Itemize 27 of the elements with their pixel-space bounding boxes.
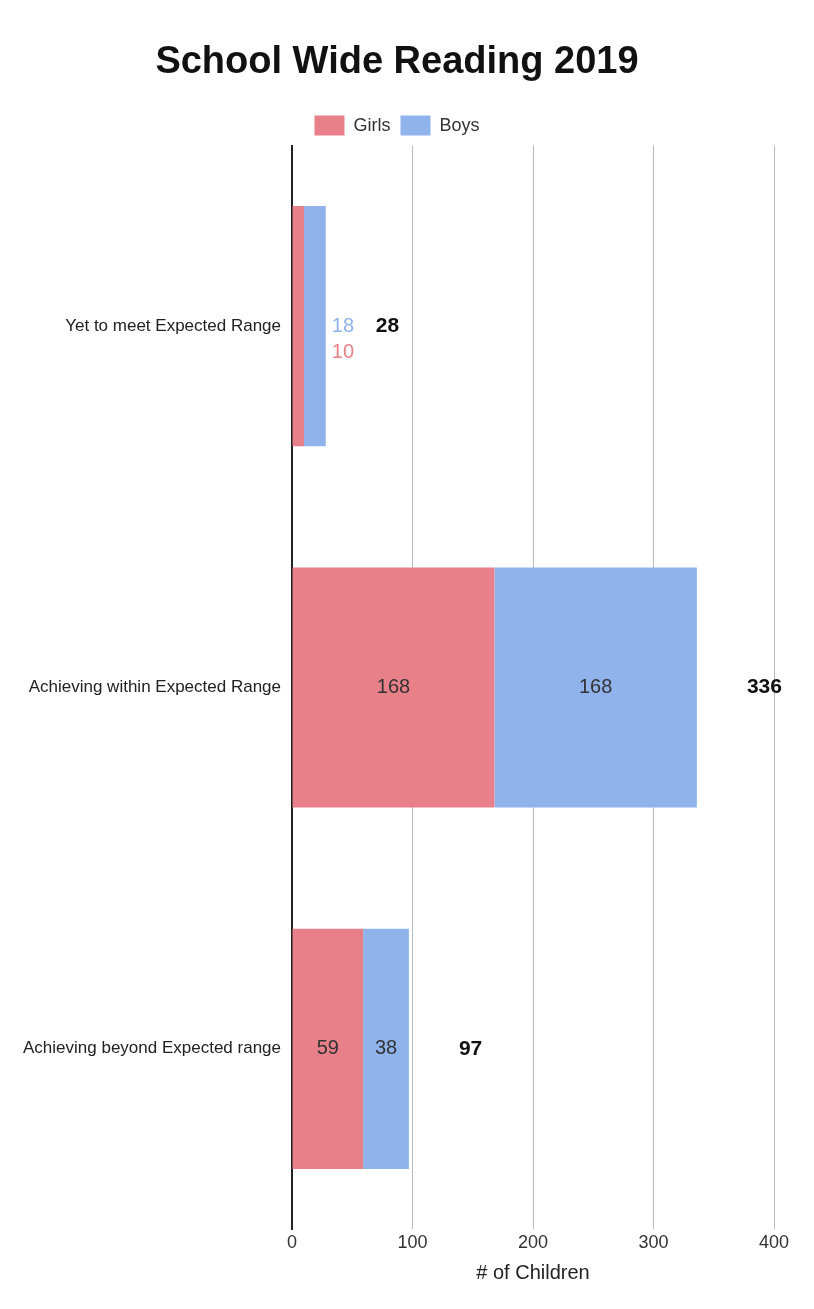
x-tick-label: 200 [517,1232,549,1253]
bar [494,567,697,808]
total-label: 336 [746,674,782,698]
data-label: 59 [316,1036,339,1059]
legend-label: Girls [353,114,391,135]
data-label: 168 [376,675,411,698]
y-tick-label: Yet to meet Expected Range [65,315,282,335]
total-label: 28 [375,313,400,337]
bar [363,928,409,1169]
x-tick-label: 0 [287,1232,298,1253]
data-label: 168 [578,675,613,698]
data-label: 38 [374,1036,398,1059]
data-label: 18 [331,313,354,336]
y-tick-label: Achieving beyond Expected range [23,1038,282,1058]
x-tick-label: 100 [397,1232,428,1253]
bar [292,928,364,1169]
x-tick-label: 400 [758,1232,790,1253]
bar [292,567,495,808]
chart-title: School Wide Reading 2019 [155,39,639,82]
x-axis-title: # of Children [476,1260,590,1283]
total-label: 97 [458,1035,483,1059]
y-tick-label: Achieving within Expected Range [28,677,282,697]
bar [304,206,326,447]
data-label: 10 [331,339,354,362]
x-tick-label: 300 [638,1232,669,1253]
bar [292,206,305,447]
legend-label: Boys [439,114,480,135]
